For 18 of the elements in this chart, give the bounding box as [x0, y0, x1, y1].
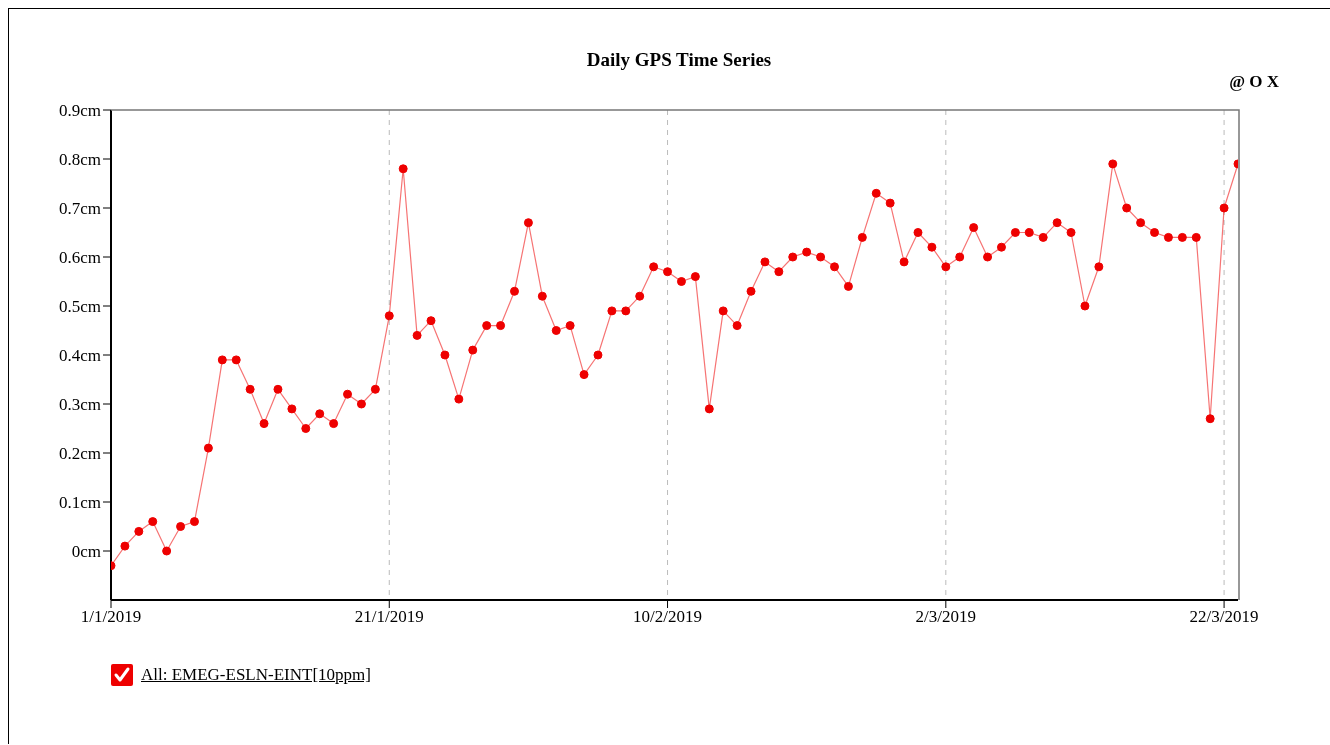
y-tick-label: 0.6cm [58, 248, 101, 268]
chart-title: Daily GPS Time Series [585, 49, 773, 71]
y-tick-label: 0.8cm [58, 150, 101, 170]
x-tick-label: 22/3/2019 [1189, 607, 1259, 627]
y-tick-label: 0.2cm [58, 444, 101, 464]
x-tick-label: 21/1/2019 [354, 607, 424, 627]
x-tick-label: 1/1/2019 [80, 607, 142, 627]
y-tick-label: 0.4cm [58, 346, 101, 366]
x-tick-label: 2/3/2019 [915, 607, 977, 627]
y-tick-label: 0.3cm [58, 395, 101, 415]
y-tick-label: 0.1cm [58, 493, 101, 513]
text: @ O X [1229, 72, 1279, 92]
y-tick-label: 0.9cm [58, 101, 101, 121]
legend-label: All: EMEG-ESLN-EINT[10ppm] [141, 665, 371, 685]
y-tick-label: 0.7cm [58, 199, 101, 219]
y-tick-label: 0cm [71, 542, 101, 562]
y-tick-label: 0.5cm [58, 297, 101, 317]
x-tick-label: 10/2/2019 [633, 607, 703, 627]
